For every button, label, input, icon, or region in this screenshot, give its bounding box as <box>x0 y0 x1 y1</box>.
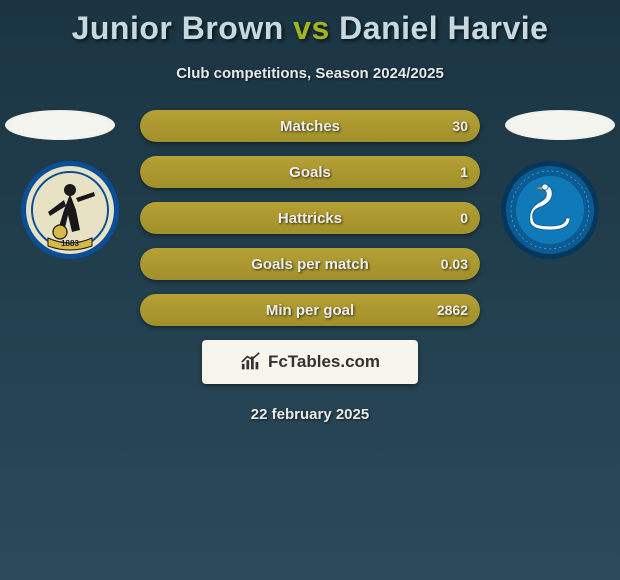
comparison-title: Junior Brown vs Daniel Harvie <box>0 0 620 47</box>
player2-avatar-placeholder <box>505 110 615 140</box>
stat-label: Hattricks <box>278 210 342 227</box>
chart-icon <box>240 351 262 373</box>
club-badge-left: 1883 <box>20 160 120 260</box>
stat-label: Goals per match <box>251 256 369 273</box>
source-badge[interactable]: FcTables.com <box>202 340 418 384</box>
stat-row: Hattricks 0 <box>140 202 480 234</box>
stat-row: Goals 1 <box>140 156 480 188</box>
stat-value-right: 1 <box>418 164 468 180</box>
stat-value-right: 2862 <box>418 302 468 318</box>
stat-label: Goals <box>289 164 331 181</box>
stat-rows: Matches 30 Goals 1 Hattricks 0 Goals per match… <box>140 110 480 326</box>
stat-value-right: 30 <box>418 118 468 134</box>
stat-row: Goals per match 0.03 <box>140 248 480 280</box>
svg-text:1883: 1883 <box>61 239 79 248</box>
player2-name: Daniel Harvie <box>339 10 548 46</box>
vs-separator: vs <box>293 10 330 46</box>
stat-row: Matches 30 <box>140 110 480 142</box>
player1-name: Junior Brown <box>72 10 284 46</box>
player1-avatar-placeholder <box>5 110 115 140</box>
stat-value-right: 0 <box>418 210 468 226</box>
club-badge-right <box>500 160 600 260</box>
stat-row: Min per goal 2862 <box>140 294 480 326</box>
snapshot-date: 22 february 2025 <box>0 406 620 423</box>
competition-subtitle: Club competitions, Season 2024/2025 <box>0 65 620 82</box>
stat-label: Matches <box>280 118 340 135</box>
source-label: FcTables.com <box>268 352 380 372</box>
comparison-content: 1883 Matches 30 Goals 1 Hattricks 0 Goals per … <box>0 110 620 423</box>
stat-label: Min per goal <box>266 302 354 319</box>
stat-value-right: 0.03 <box>418 256 468 272</box>
